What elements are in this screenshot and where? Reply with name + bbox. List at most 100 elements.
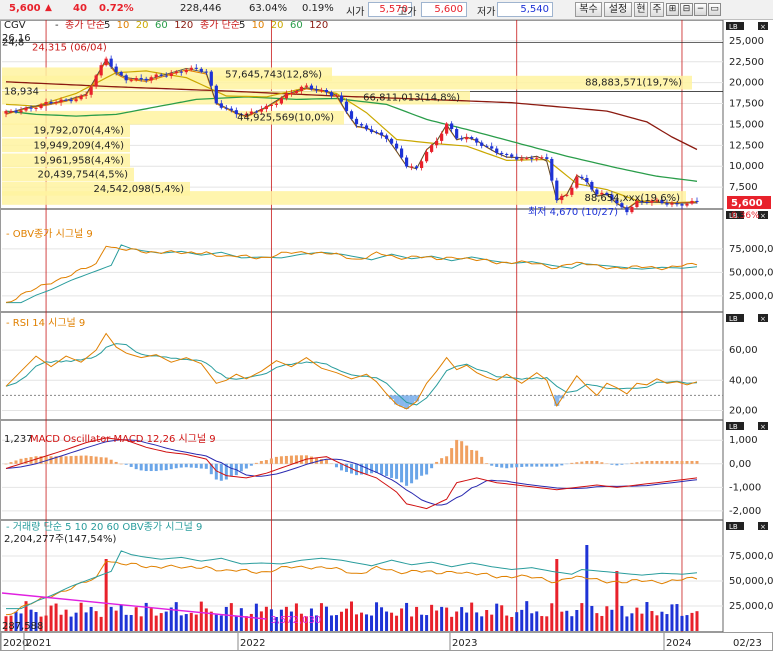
macd-oscillator-bar (585, 460, 589, 464)
macd-oscillator-bar (269, 458, 273, 464)
candle-body (224, 107, 228, 109)
volume-bar (560, 611, 564, 631)
grid-icon[interactable]: ⊞ (666, 3, 679, 16)
macd-oscillator-bar (114, 461, 118, 464)
volume-bar (159, 613, 163, 631)
macd-oscillator-bar (530, 463, 534, 467)
volume-bar (209, 611, 213, 631)
maximize-icon[interactable]: ▭ (708, 3, 721, 16)
candle-body (580, 176, 584, 178)
volume-bar (465, 612, 469, 631)
volume-bar (239, 608, 243, 631)
macd-oscillator-bar (580, 461, 584, 464)
price-legend-item-2: 60 (290, 20, 303, 31)
macd-oscillator-bar (450, 448, 454, 464)
volume-profile-label: 66,811,013(14,8%) (363, 93, 460, 104)
macd-oscillator-bar (650, 460, 654, 464)
macd-oscillator-bar (9, 462, 13, 464)
macd-oscillator-bar (525, 463, 529, 467)
candle-body (414, 166, 419, 169)
candle-body (595, 189, 599, 195)
macd-oscillator-bar (94, 456, 98, 464)
macd-oscillator-bar (555, 463, 559, 467)
macd-tick-label: -2,000 (729, 506, 761, 517)
volume-bar (575, 610, 579, 631)
copy-button[interactable]: 복수 (575, 2, 602, 17)
volume-bar (54, 603, 58, 631)
volume-bar (89, 606, 93, 631)
volume-bar (440, 606, 444, 631)
volume-bar (600, 615, 604, 631)
volume-bar (74, 612, 78, 631)
candle-body (445, 123, 449, 134)
candle-body (319, 89, 324, 91)
candle-body (404, 157, 409, 167)
volume-bar (184, 614, 188, 631)
volume-bar (314, 615, 318, 631)
candle-body (399, 148, 404, 158)
panel-close-icon-label: × (760, 315, 766, 323)
macd-oscillator-bar (670, 460, 674, 464)
candle-body (455, 129, 459, 139)
volume-bar (34, 612, 38, 631)
candle-body (590, 181, 594, 190)
macd-oscillator-bar (380, 463, 384, 475)
week-button[interactable]: 주 (650, 2, 664, 17)
candle-body (134, 78, 138, 81)
candle-body (665, 203, 669, 205)
volume-profile-bar (2, 153, 130, 168)
macd-oscillator-bar (645, 460, 649, 464)
macd-oscillator-bar (405, 463, 409, 486)
volume-bar (339, 611, 343, 631)
macd-oscillator-bar (610, 463, 614, 465)
high-value: 5,600 (421, 2, 467, 17)
candle-body (269, 104, 273, 106)
macd-oscillator-bar (259, 460, 263, 464)
grid-alt-icon[interactable]: ⊟ (680, 3, 693, 16)
volume-bar (670, 604, 674, 631)
macd-oscillator-bar (430, 463, 434, 469)
volume-bar (204, 608, 208, 631)
macd-oscillator-bar (615, 463, 619, 466)
volume-profile-bar (2, 167, 134, 182)
settings-button[interactable]: 설정 (604, 2, 632, 17)
macd-oscillator-bar (244, 463, 248, 469)
volume-bar (134, 607, 138, 631)
volume-profile-label: 88,654,xxx(19,6%) (585, 193, 681, 204)
volume-bar (590, 605, 594, 631)
macd-oscillator-bar (505, 463, 509, 469)
current-button[interactable]: 현 (634, 2, 648, 17)
panel-menu-icon-label: LB (729, 423, 738, 431)
candle-body (640, 200, 644, 202)
macd-oscillator-bar (630, 462, 634, 464)
ma120-line (5, 81, 698, 151)
panel-close-icon (758, 211, 768, 219)
candle-body (495, 148, 499, 153)
macd-oscillator-bar (660, 460, 664, 464)
macd-oscillator-bar (690, 460, 694, 464)
macd-oscillator-bar (470, 449, 474, 464)
macd-oscillator-bar (149, 463, 153, 472)
volume-value: 228,446 (180, 3, 222, 14)
volume-bar (174, 602, 178, 631)
volume-bar (304, 616, 308, 631)
panel-menu-icon-label: LB (729, 523, 738, 531)
price-legend-item: 60 (155, 20, 168, 31)
volume-bar (99, 616, 103, 631)
macd-oscillator-bar (485, 463, 489, 464)
macd-oscillator-bar (445, 456, 449, 464)
stock-chart[interactable]: LB × LB × LB × LB × LB × 25,000 22,500 20,000 17,500… (0, 20, 773, 652)
candle-body (14, 110, 18, 113)
minimize-icon[interactable]: − (694, 3, 707, 16)
volume-bar (655, 615, 659, 631)
volume-bar (84, 612, 88, 631)
macd-oscillator-bar (39, 456, 43, 464)
macd-oscillator-bar (390, 463, 394, 478)
volume-bar (395, 615, 399, 631)
x-axis-label: 2022 (240, 638, 265, 649)
rsi-oversold-fill (409, 395, 415, 406)
candle-body (675, 203, 679, 205)
macd-oscillator-bar (164, 463, 168, 471)
macd-oscillator-bar (104, 457, 108, 464)
macd-oscillator-bar (420, 463, 424, 476)
